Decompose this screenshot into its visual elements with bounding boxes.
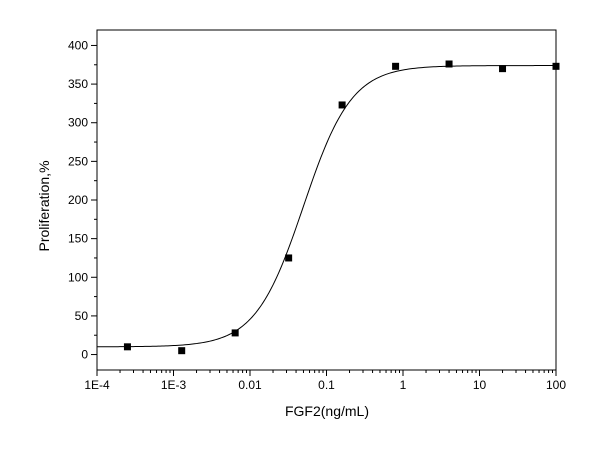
x-tick-label: 1E-4 [84,378,110,392]
data-point [338,101,346,109]
y-tick-label: 350 [68,77,88,91]
x-tick-label: 10 [473,378,487,392]
x-tick-label: 1 [400,378,407,392]
fit-curve [96,65,556,348]
data-point [231,329,239,337]
y-tick-label: 250 [68,154,88,168]
data-point [285,254,293,262]
x-tick-label: 100 [546,378,566,392]
x-axis-title: FGF2(ng/mL) [285,403,369,419]
x-tick-label: 0.1 [318,378,335,392]
data-point [178,347,186,355]
y-tick-label: 200 [68,193,88,207]
y-axis-title: Proliferation,% [36,160,52,251]
data-point [552,62,560,70]
y-tick-label: 0 [81,348,88,362]
x-tick-label: 1E-3 [161,378,187,392]
x-axis: 1E-4 1E-3 0.01 0.1 1 10 100 [84,370,566,392]
y-axis: 0 50 100 150 200 250 300 350 400 [68,38,97,362]
x-tick-label: 0.01 [238,378,262,392]
data-point [392,62,400,70]
data-point [123,343,131,351]
y-tick-label: 300 [68,116,88,130]
y-tick-label: 150 [68,232,88,246]
y-tick-label: 50 [75,309,89,323]
y-tick-label: 100 [68,270,88,284]
y-tick-label: 400 [68,38,88,52]
data-point [445,60,453,68]
data-point [499,65,507,73]
